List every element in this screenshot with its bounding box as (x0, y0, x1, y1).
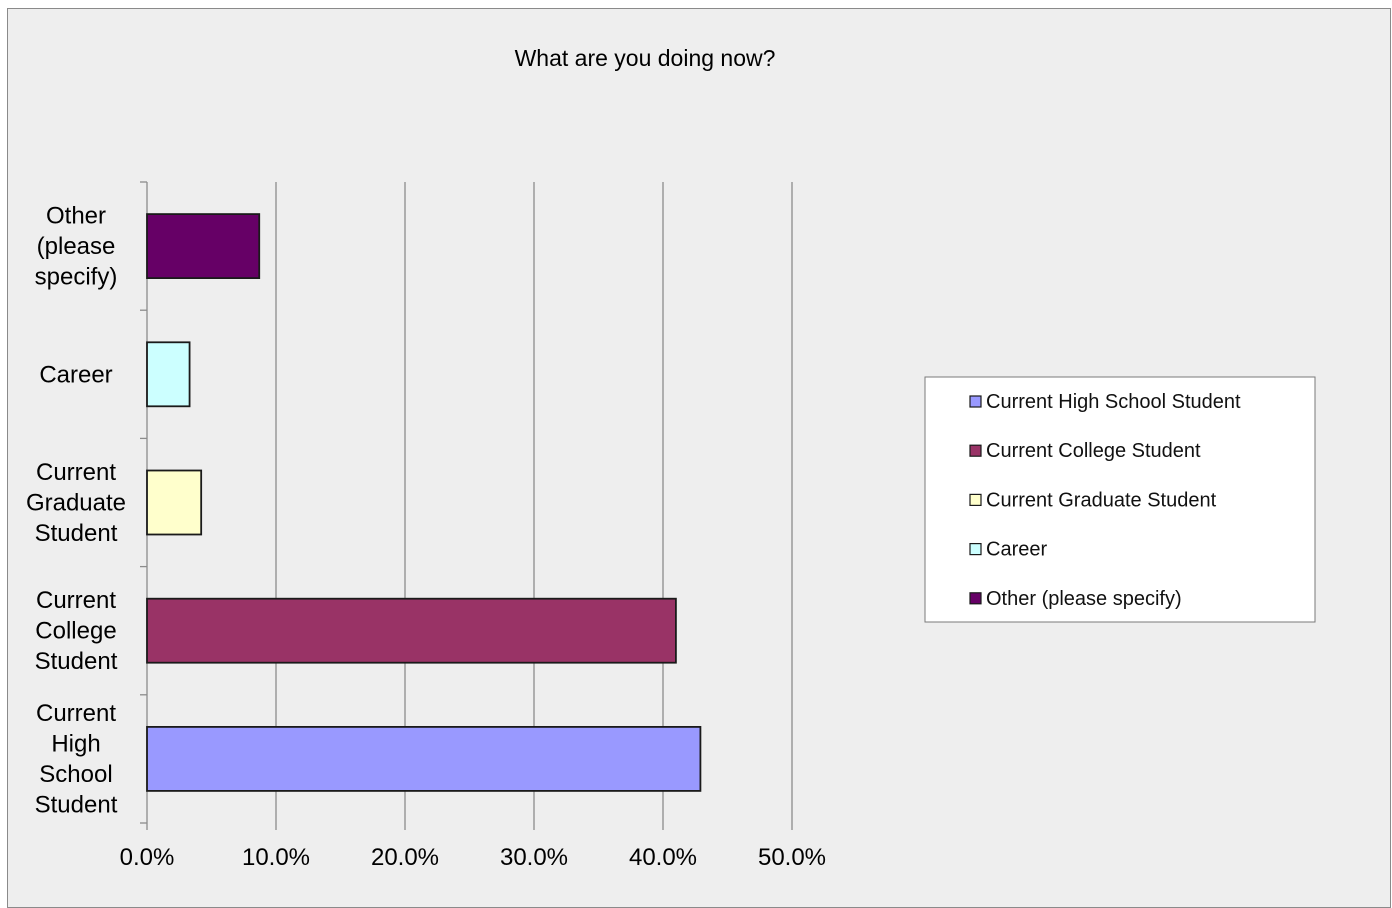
x-tick-labels: 0.0% 10.0% 20.0% 30.0% 40.0% 50.0% (120, 844, 826, 871)
x-tick-label: 20.0% (371, 844, 439, 871)
category-label: Other (46, 203, 106, 230)
legend-label: Current Graduate Student (986, 489, 1217, 511)
legend-label: Current High School Student (986, 391, 1241, 413)
chart-frame: What are you doing now? 0.0% 10.0% 20.0% 30… (7, 8, 1391, 908)
category-label: School (39, 761, 112, 788)
category-label: Current (36, 700, 116, 727)
legend-label: Career (986, 539, 1047, 561)
category-labels: Current High School Student Current College St… (26, 203, 126, 819)
legend-box (924, 376, 1316, 623)
legend-swatch (969, 444, 982, 457)
bars (146, 213, 702, 792)
category-label: Current (36, 459, 116, 486)
category-label: Graduate (26, 490, 126, 517)
category-label: Career (39, 361, 112, 388)
legend: Current High School Student Current Colle… (924, 376, 1316, 623)
category-label: College (35, 618, 116, 645)
category-label: High (51, 731, 100, 758)
chart-title: What are you doing now? (515, 45, 776, 71)
category-label: specify) (35, 264, 118, 291)
category-label: Student (35, 648, 118, 675)
bar (146, 469, 203, 536)
legend-swatch (969, 592, 982, 605)
x-tick-label: 50.0% (758, 844, 826, 871)
legend-label: Other (please specify) (986, 588, 1182, 610)
legend-swatch (969, 493, 982, 506)
category-label: (please (37, 233, 116, 260)
legend-label: Current College Student (986, 440, 1201, 462)
legend-swatch (969, 395, 982, 408)
bar (146, 341, 191, 408)
x-tick-label: 0.0% (120, 844, 175, 871)
x-tick-label: 40.0% (629, 844, 697, 871)
x-tick-label: 30.0% (500, 844, 568, 871)
bar (146, 597, 677, 664)
gridlines (275, 182, 793, 823)
category-label: Student (35, 792, 118, 819)
category-label: Student (35, 520, 118, 547)
bar (146, 213, 261, 280)
x-tick-label: 10.0% (242, 844, 310, 871)
bar (146, 726, 702, 792)
legend-swatch (969, 542, 982, 556)
category-label: Current (36, 587, 116, 614)
bar-chart: What are you doing now? 0.0% 10.0% 20.0% 30… (26, 45, 1316, 871)
